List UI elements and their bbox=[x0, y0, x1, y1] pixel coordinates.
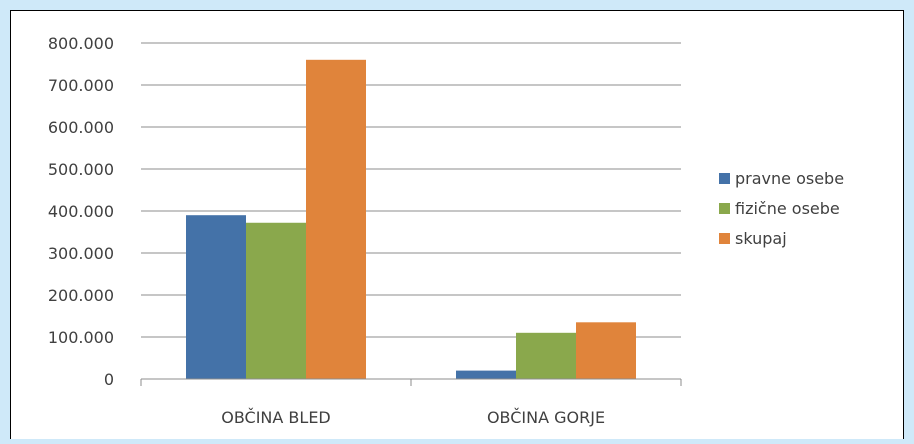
bar-chart: 0 100.000 200.000 300.000 400.000 500.000 600.… bbox=[48, 34, 844, 427]
legend-swatch bbox=[719, 233, 730, 244]
bar-skupaj bbox=[306, 59, 366, 380]
y-tick-label: 700.000 bbox=[48, 76, 114, 95]
y-tick-label: 400.000 bbox=[48, 202, 114, 221]
legend: pravne osebe fizične osebe skupaj bbox=[719, 169, 844, 248]
bar-skupaj bbox=[576, 322, 636, 379]
legend-label: pravne osebe bbox=[735, 169, 844, 188]
y-axis-tick-labels: 0 100.000 200.000 300.000 400.000 500.000 600.… bbox=[48, 34, 114, 389]
bars bbox=[186, 59, 636, 380]
y-tick-label: 200.000 bbox=[48, 286, 114, 305]
chart-panel: 0 100.000 200.000 300.000 400.000 500.000 600.… bbox=[10, 10, 904, 439]
legend-swatch bbox=[719, 173, 730, 184]
y-tick-label: 600.000 bbox=[48, 118, 114, 137]
legend-label: fizične osebe bbox=[735, 199, 840, 218]
legend-swatch bbox=[719, 203, 730, 214]
bar-pravne-osebe bbox=[456, 370, 516, 379]
y-tick-label: 500.000 bbox=[48, 160, 114, 179]
y-tick-label: 0 bbox=[104, 370, 114, 389]
bar-pravne-osebe bbox=[186, 215, 246, 379]
x-category-label: OBČINA GORJE bbox=[487, 408, 605, 427]
x-axis-category-labels: OBČINA BLED OBČINA GORJE bbox=[221, 408, 605, 427]
y-tick-label: 300.000 bbox=[48, 244, 114, 263]
bar-fizične-osebe bbox=[246, 222, 306, 379]
x-category-label: OBČINA BLED bbox=[221, 408, 331, 427]
y-tick-label: 800.000 bbox=[48, 34, 114, 53]
x-axis bbox=[140, 378, 682, 386]
legend-label: skupaj bbox=[735, 229, 787, 248]
y-tick-label: 100.000 bbox=[48, 328, 114, 347]
bar-fizične-osebe bbox=[516, 332, 576, 379]
